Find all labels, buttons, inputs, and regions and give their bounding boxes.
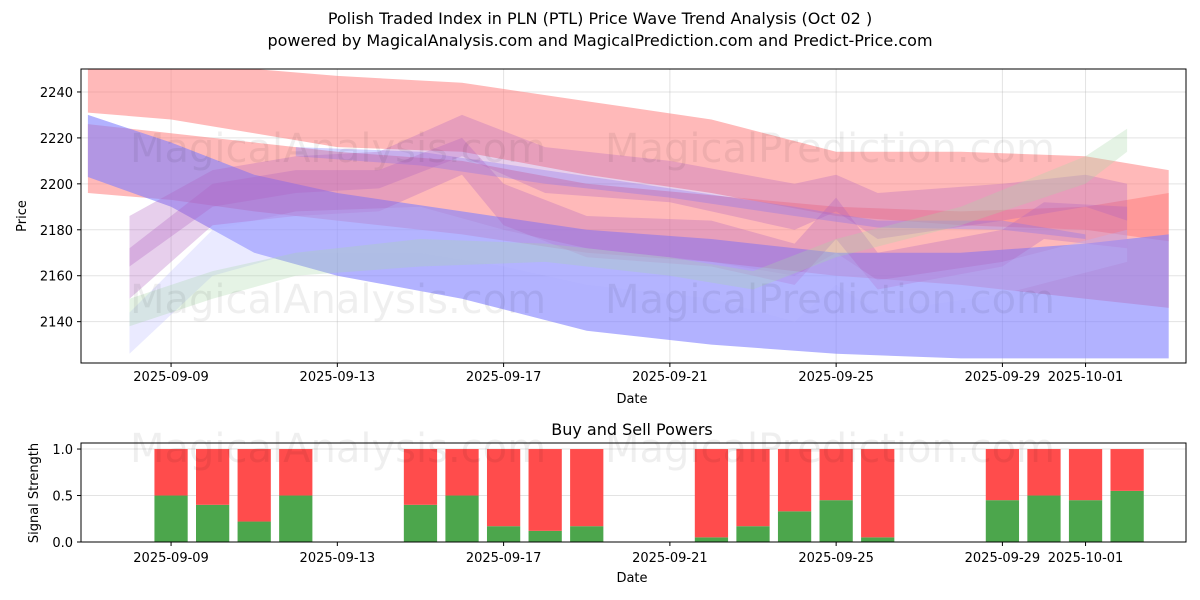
buy-bar bbox=[570, 526, 604, 542]
sell-bar bbox=[279, 449, 313, 496]
price-y-tick-label: 2220 bbox=[40, 132, 73, 147]
price-x-label: Date bbox=[616, 392, 647, 407]
buy-bar bbox=[403, 504, 438, 542]
signal-y-tick-label: 0.0 bbox=[52, 536, 73, 551]
price-band-green-wave bbox=[129, 128, 1128, 327]
signal-y-label: Signal Strength bbox=[27, 443, 42, 543]
price-x-tick-label: 2025-09-13 bbox=[300, 370, 376, 385]
signal-y-tick-label: 0.5 bbox=[52, 490, 73, 505]
signal-x-tick-label: 2025-09-29 bbox=[965, 551, 1041, 566]
watermark-prediction-signal: MagicalPrediction.com bbox=[605, 426, 1055, 472]
price-x-tick-label: 2025-10-01 bbox=[1048, 370, 1124, 385]
watermark-prediction-top: MagicalPrediction.com bbox=[605, 126, 1055, 172]
sell-bar bbox=[1110, 449, 1144, 491]
price-band-layer bbox=[87, 69, 1169, 359]
price-x-ticks: 2025-09-09 2025-09-13 2025-09-17 2025-09-21… bbox=[133, 363, 1123, 385]
watermark-prediction-bottom: MagicalPrediction.com bbox=[605, 277, 1055, 323]
watermark-analysis-signal: MagicalAnalysis.com bbox=[130, 426, 546, 472]
signal-bars bbox=[154, 449, 1144, 542]
price-band-blue-band-main bbox=[87, 114, 1169, 359]
buy-bar bbox=[154, 495, 188, 542]
buy-bar bbox=[528, 530, 562, 542]
price-y-tick-label: 2160 bbox=[40, 270, 73, 285]
price-x-tick-label: 2025-09-21 bbox=[632, 370, 708, 385]
price-y-label: Price bbox=[15, 200, 30, 232]
price-x-tick-label: 2025-09-29 bbox=[965, 370, 1041, 385]
signal-axes-frame bbox=[80, 442, 1187, 543]
buy-bar bbox=[1110, 490, 1144, 542]
price-x-tick-label: 2025-09-09 bbox=[133, 370, 209, 385]
sell-bar bbox=[694, 449, 729, 538]
sell-bar bbox=[445, 449, 479, 496]
sell-bar bbox=[403, 449, 438, 505]
sell-bar bbox=[237, 449, 271, 522]
signal-y-ticks: 0.0 0.5 1.0 bbox=[52, 443, 81, 551]
signal-x-ticks: 2025-09-09 2025-09-13 2025-09-17 2025-09-21… bbox=[133, 542, 1123, 566]
signal-x-tick-label: 2025-10-01 bbox=[1048, 551, 1124, 566]
sell-bar bbox=[196, 449, 230, 505]
sell-bar bbox=[861, 449, 895, 538]
price-x-tick-label: 2025-09-25 bbox=[798, 370, 874, 385]
price-band-purple-wave-1 bbox=[129, 114, 1128, 267]
buy-bar bbox=[819, 500, 853, 542]
price-bands bbox=[87, 69, 1169, 359]
watermark-analysis-bottom: MagicalAnalysis.com bbox=[130, 277, 546, 323]
sell-bar bbox=[528, 449, 562, 531]
price-band-red-band-top bbox=[87, 69, 1169, 242]
signal-x-label: Date bbox=[616, 571, 647, 586]
chart-subtitle: powered by MagicalAnalysis.com and Magic… bbox=[267, 31, 933, 50]
sell-bar bbox=[736, 449, 770, 527]
sell-bar bbox=[819, 449, 853, 501]
signal-x-tick-label: 2025-09-13 bbox=[300, 551, 376, 566]
buy-bar bbox=[861, 537, 895, 542]
buy-bar bbox=[736, 526, 770, 542]
price-y-tick-label: 2140 bbox=[40, 316, 73, 331]
buy-bar bbox=[445, 495, 479, 542]
buy-bar bbox=[486, 526, 521, 542]
buy-bar bbox=[985, 500, 1020, 542]
price-watermarks: MagicalAnalysis.com MagicalPrediction.co… bbox=[130, 126, 1055, 323]
buy-bar bbox=[237, 521, 271, 542]
signal-x-tick-label: 2025-09-21 bbox=[632, 551, 708, 566]
price-y-tick-label: 2240 bbox=[40, 86, 73, 101]
signal-y-tick-label: 1.0 bbox=[52, 443, 73, 458]
signal-x-tick-label: 2025-09-25 bbox=[798, 551, 874, 566]
sell-bar bbox=[777, 449, 812, 512]
buy-bar bbox=[279, 495, 313, 542]
signal-chart-title: Buy and Sell Powers bbox=[551, 420, 713, 439]
sell-bar bbox=[154, 449, 188, 496]
buy-bar bbox=[1027, 495, 1061, 542]
buy-bar bbox=[694, 537, 729, 542]
buy-bar bbox=[196, 504, 230, 542]
price-y-ticks: 2140 2160 2180 2200 2220 2240 bbox=[40, 86, 81, 331]
price-band-purple-wave-2 bbox=[129, 137, 1128, 299]
sell-bar bbox=[570, 449, 604, 527]
chart-title: Polish Traded Index in PLN (PTL) Price W… bbox=[327, 9, 873, 28]
signal-watermarks: MagicalAnalysis.com MagicalPrediction.co… bbox=[130, 426, 1055, 472]
price-band-lavender-wave bbox=[129, 206, 1128, 354]
buy-bar bbox=[777, 511, 812, 542]
price-axes-frame bbox=[80, 68, 1187, 364]
sell-bar bbox=[1068, 449, 1103, 501]
price-y-tick-label: 2180 bbox=[40, 224, 73, 239]
sell-bar bbox=[985, 449, 1020, 501]
price-x-tick-label: 2025-09-17 bbox=[466, 370, 542, 385]
signal-x-tick-label: 2025-09-09 bbox=[133, 551, 209, 566]
watermark-analysis-top: MagicalAnalysis.com bbox=[130, 126, 546, 172]
signal-x-tick-label: 2025-09-17 bbox=[466, 551, 542, 566]
price-band-blue-thin-band bbox=[295, 147, 1086, 239]
sell-bar bbox=[486, 449, 521, 527]
sell-bar bbox=[1027, 449, 1061, 496]
price-y-tick-label: 2200 bbox=[40, 178, 73, 193]
buy-bar bbox=[1068, 500, 1103, 542]
